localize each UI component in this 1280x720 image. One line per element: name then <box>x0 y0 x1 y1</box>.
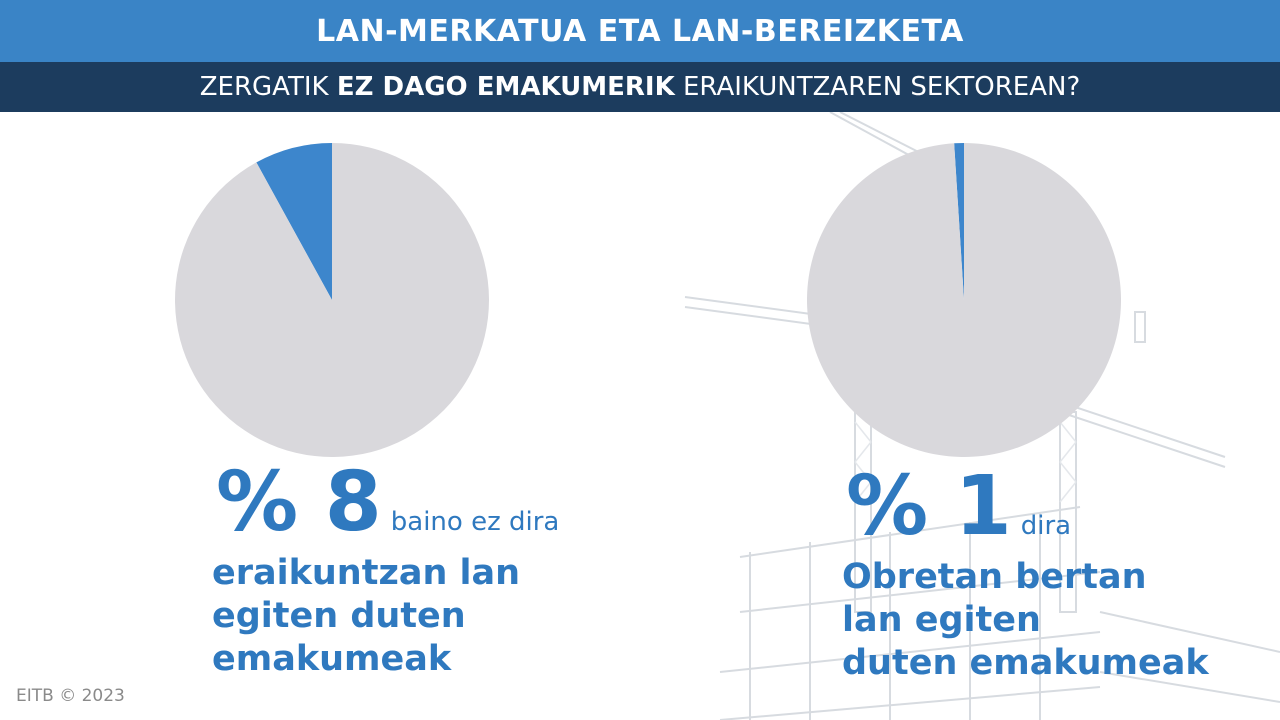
stat-block-1: % 8 baino ez dira eraikuntzan lan egiten… <box>212 455 636 681</box>
stat-2-value: % 1 <box>846 459 1012 554</box>
pie-chart-2 <box>807 143 1121 457</box>
page-title: LAN-MERKATUA ETA LAN-BEREIZKETA <box>0 0 1280 62</box>
stat-1-desc-line: emakumeak <box>212 639 452 679</box>
stat-block-2: % 1 dira Obretan bertan lan egiten duten… <box>842 459 1276 685</box>
stat-2-qualifier: dira <box>1020 511 1072 541</box>
subtitle-emphasis: EZ DAGO EMAKUMERIK <box>336 72 675 102</box>
pie-2-slice-2 <box>807 143 1121 457</box>
stat-1-desc-line: eraikuntzan lan <box>212 553 521 593</box>
stat-1-description: eraikuntzan lan egiten duten emakumeak <box>212 552 636 681</box>
stat-2-desc-line: Obretan bertan <box>842 557 1147 597</box>
construction-crane-illustration <box>684 112 1280 720</box>
stat-1-desc-line: egiten duten <box>212 596 466 636</box>
pie-2-slice-1 <box>954 143 964 300</box>
page-subtitle: ZERGATIK EZ DAGO EMAKUMERIK ERAIKUNTZARE… <box>0 62 1280 112</box>
stat-2-description: Obretan bertan lan egiten duten emakumea… <box>842 556 1276 685</box>
stat-1-value: % 8 <box>216 455 382 550</box>
pie-1-slice-1 <box>256 143 332 300</box>
subtitle-pre: ZERGATIK <box>199 72 337 102</box>
pie-chart-1 <box>174 143 490 457</box>
stat-2-desc-line: lan egiten <box>842 600 1041 640</box>
stat-1-qualifier: baino ez dira <box>390 507 560 537</box>
stat-2-desc-line: duten emakumeak <box>842 643 1209 683</box>
copyright-credit: EITB © 2023 <box>16 686 125 706</box>
subtitle-post: ERAIKUNTZAREN SEKTOREAN? <box>674 72 1081 102</box>
pie-1-slice-2 <box>174 143 490 457</box>
